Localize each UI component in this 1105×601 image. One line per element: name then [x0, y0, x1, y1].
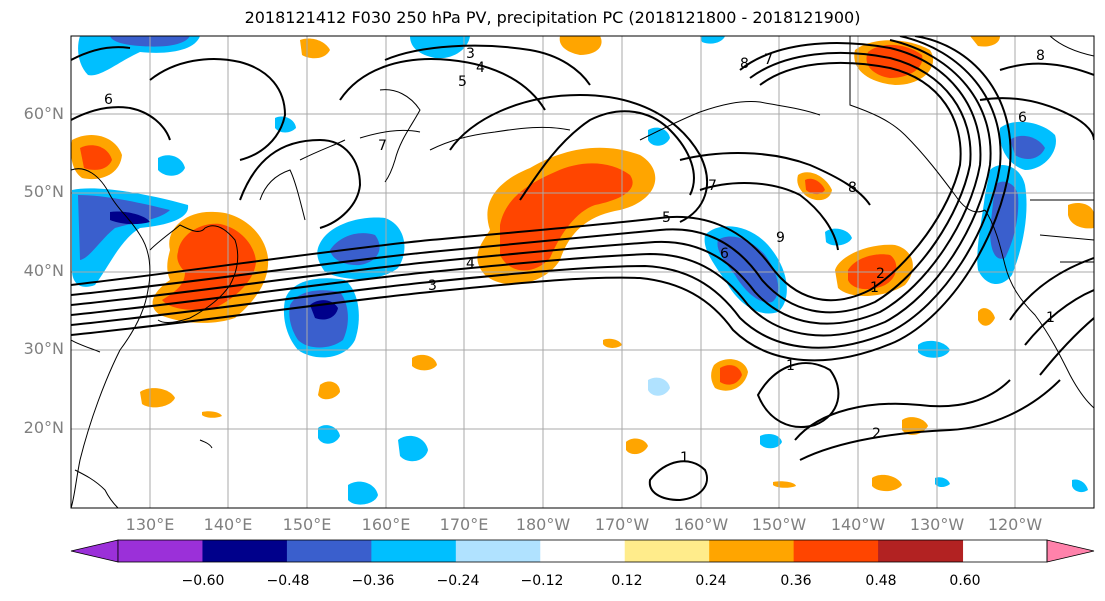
contour-label: 5 — [662, 210, 671, 226]
lon-label: 160°E — [361, 515, 411, 534]
lon-label: 170°E — [439, 515, 489, 534]
lon-label: 130°E — [125, 515, 175, 534]
contour-label: 8 — [848, 180, 857, 196]
contour-label: 7 — [378, 138, 387, 154]
contour-label: 5 — [458, 74, 467, 90]
contour-label: 1 — [1046, 310, 1055, 326]
contour-label: 4 — [476, 60, 485, 76]
lon-label: 170°W — [594, 515, 650, 534]
contour-label: 2 — [876, 266, 885, 282]
lon-label: 140°W — [830, 515, 886, 534]
colorbar-tick-label: −0.24 — [436, 573, 480, 589]
colorbar-tick-label: −0.36 — [351, 573, 395, 589]
contour-label: 4 — [466, 256, 475, 272]
lat-label: 50°N — [23, 182, 64, 201]
contour-label: 6 — [720, 246, 729, 262]
negative-anomaly-regions — [72, 36, 1088, 505]
lat-label: 20°N — [23, 418, 64, 437]
map-frame — [70, 35, 1095, 509]
lon-label: 180°W — [515, 515, 571, 534]
lon-label: 120°W — [987, 515, 1043, 534]
contour-label: 9 — [776, 230, 785, 246]
contour-label: 3 — [466, 46, 475, 62]
colorbar-tick-label: −0.60 — [181, 573, 225, 589]
contour-label: 8 — [1036, 48, 1045, 64]
contour-label: 1 — [870, 280, 879, 296]
contour-label: 1 — [786, 358, 795, 374]
lat-label: 40°N — [23, 261, 64, 280]
lat-label: 60°N — [23, 104, 64, 123]
contour-label: 6 — [104, 92, 113, 108]
colorbar-tick-label: −0.48 — [266, 573, 310, 589]
pv-contours — [71, 36, 1094, 502]
contour-label: 8 — [740, 56, 749, 72]
lon-label: 150°E — [282, 515, 332, 534]
colorbar-tick-label: 0.24 — [695, 573, 727, 589]
lon-label: 160°W — [673, 515, 729, 534]
figure-title: 2018121412 F030 250 hPa PV, precipitatio… — [244, 8, 861, 27]
contour-label: 2 — [872, 426, 881, 442]
colorbar-tick-label: −0.12 — [520, 573, 564, 589]
gridlines — [71, 36, 1094, 508]
contour-label: 6 — [1018, 110, 1027, 126]
contour-labels: 3 4 5 6 7 7 8 8 9 6 5 4 3 2 1 1 1 1 2 7 … — [104, 46, 1055, 466]
contour-label: 1 — [680, 450, 689, 466]
precip-shading — [71, 36, 1094, 505]
colorbar-tick-label: 0.36 — [780, 573, 812, 589]
colorbar-tick-label: 0.60 — [949, 573, 981, 589]
lon-label: 150°W — [751, 515, 807, 534]
lon-label: 140°E — [203, 515, 253, 534]
colorbar-tick-label: 0.48 — [865, 573, 897, 589]
contour-label: 7 — [764, 52, 773, 68]
contour-label: 7 — [708, 178, 717, 194]
lon-label: 130°W — [909, 515, 965, 534]
positive-anomaly-regions — [71, 36, 1094, 492]
colorbar-tick-label: 0.12 — [611, 573, 643, 589]
contour-label: 3 — [428, 278, 437, 294]
lat-label: 30°N — [23, 339, 64, 358]
